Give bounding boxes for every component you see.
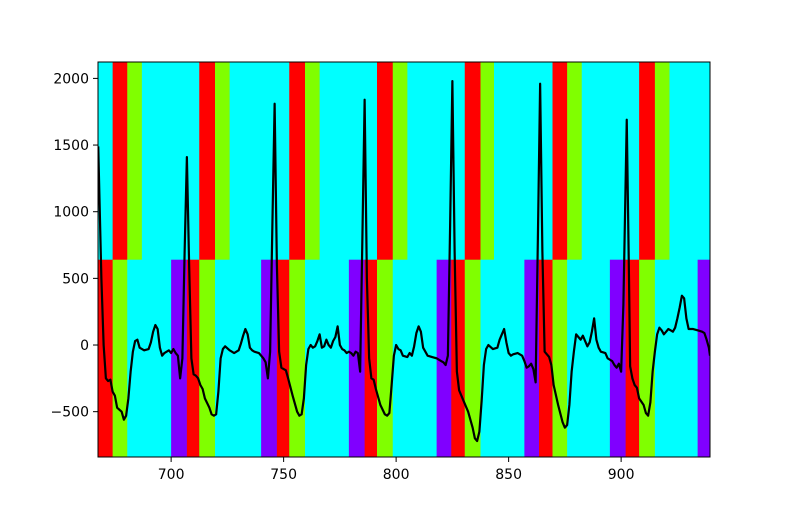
background-band	[539, 259, 553, 457]
background-band	[127, 62, 143, 261]
background-band	[112, 259, 128, 457]
background-band	[639, 259, 656, 457]
background-band	[654, 259, 699, 457]
y-tick-label: 2000	[53, 71, 89, 87]
background-band	[552, 62, 568, 261]
background-band	[494, 62, 553, 261]
background-band	[464, 259, 481, 457]
background-band	[567, 62, 583, 261]
background-band	[392, 259, 438, 457]
background-band	[127, 259, 172, 457]
background-band	[567, 259, 611, 457]
background-band	[697, 259, 710, 457]
background-band	[451, 259, 466, 457]
background-band	[524, 259, 540, 457]
background-band	[377, 259, 394, 457]
x-tick-label: 900	[608, 467, 635, 483]
background-band	[305, 259, 350, 457]
background-band	[276, 259, 290, 457]
background-band	[669, 62, 710, 261]
background-band	[199, 62, 216, 261]
background-band	[639, 62, 656, 261]
y-tick-label: −500	[51, 405, 89, 421]
x-tick-label: 750	[270, 467, 297, 483]
background-band	[215, 62, 231, 261]
background-band	[289, 62, 306, 261]
x-tick-label: 800	[383, 467, 410, 483]
background-band	[289, 259, 306, 457]
y-tick-label: 500	[62, 271, 89, 287]
background-band	[215, 259, 262, 457]
background-band	[609, 259, 627, 457]
background-band	[377, 62, 394, 261]
background-band	[229, 62, 290, 261]
background-band	[464, 62, 481, 261]
y-tick-label: 1500	[53, 138, 89, 154]
data-line	[98, 79, 710, 443]
axes-frame	[97, 61, 711, 458]
background-band	[98, 62, 114, 261]
background-band	[654, 62, 670, 261]
y-tick-label: 0	[80, 338, 89, 354]
background-band	[581, 62, 640, 261]
y-tick-label: 1000	[53, 205, 89, 221]
background-band	[141, 62, 200, 261]
background-band	[625, 259, 640, 457]
x-tick-label: 850	[495, 467, 522, 483]
background-band	[305, 62, 321, 261]
background-band	[319, 62, 378, 261]
background-band	[199, 259, 216, 457]
background-band	[552, 259, 568, 457]
background-band	[392, 62, 408, 261]
background-band	[407, 62, 466, 261]
background-band	[480, 259, 525, 457]
background-band	[112, 62, 128, 261]
background-band	[480, 62, 495, 261]
x-tick-label: 700	[158, 467, 185, 483]
